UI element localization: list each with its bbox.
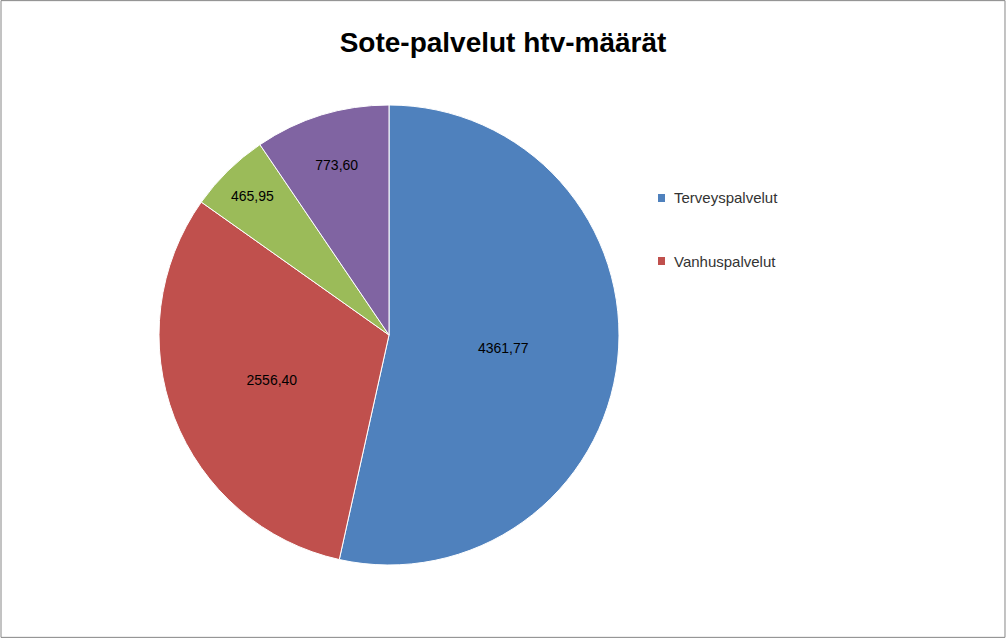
svg-text:Vanhuspalvelut: Vanhuspalvelut bbox=[674, 253, 776, 270]
svg-text:Sote-palvelut htv-määrät: Sote-palvelut htv-määrät bbox=[340, 27, 667, 58]
svg-text:773,60: 773,60 bbox=[315, 157, 358, 173]
svg-text:Terveyspalvelut: Terveyspalvelut bbox=[674, 189, 778, 206]
svg-text:465,95: 465,95 bbox=[231, 188, 274, 204]
svg-text:2556,40: 2556,40 bbox=[247, 372, 298, 388]
svg-text:4361,77: 4361,77 bbox=[478, 340, 529, 356]
